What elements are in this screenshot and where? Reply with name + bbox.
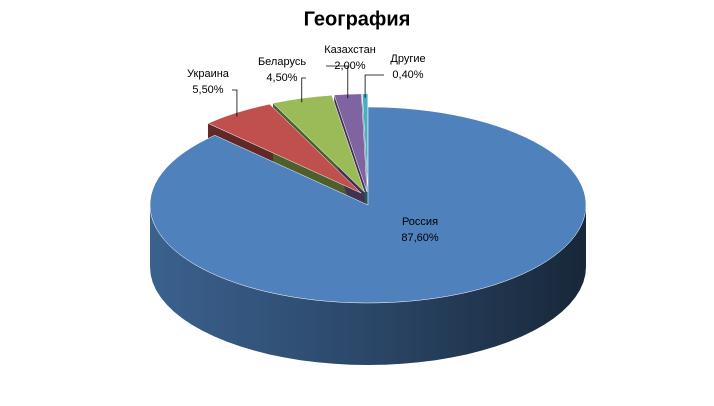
- slice-label: Казахстан: [324, 44, 376, 56]
- slice-value-label: 87,60%: [401, 232, 439, 244]
- slice-label: Другие: [390, 53, 425, 65]
- chart-title: География: [304, 8, 411, 30]
- slice-value-label: 2,00%: [334, 60, 365, 72]
- slice-label: Беларусь: [258, 56, 306, 68]
- leader-line: [301, 77, 306, 103]
- leader-line: [326, 65, 349, 99]
- leader-line: [364, 74, 384, 98]
- leader-line: [232, 89, 238, 117]
- slice-value-label: 4,50%: [266, 72, 297, 84]
- slice-label: Украина: [187, 68, 230, 80]
- slice: [149, 106, 587, 304]
- slice-value-label: 0,40%: [392, 69, 423, 81]
- slice-label: Россия: [402, 216, 438, 228]
- slice-value-label: 5,50%: [192, 84, 223, 96]
- slice-side: [150, 205, 586, 365]
